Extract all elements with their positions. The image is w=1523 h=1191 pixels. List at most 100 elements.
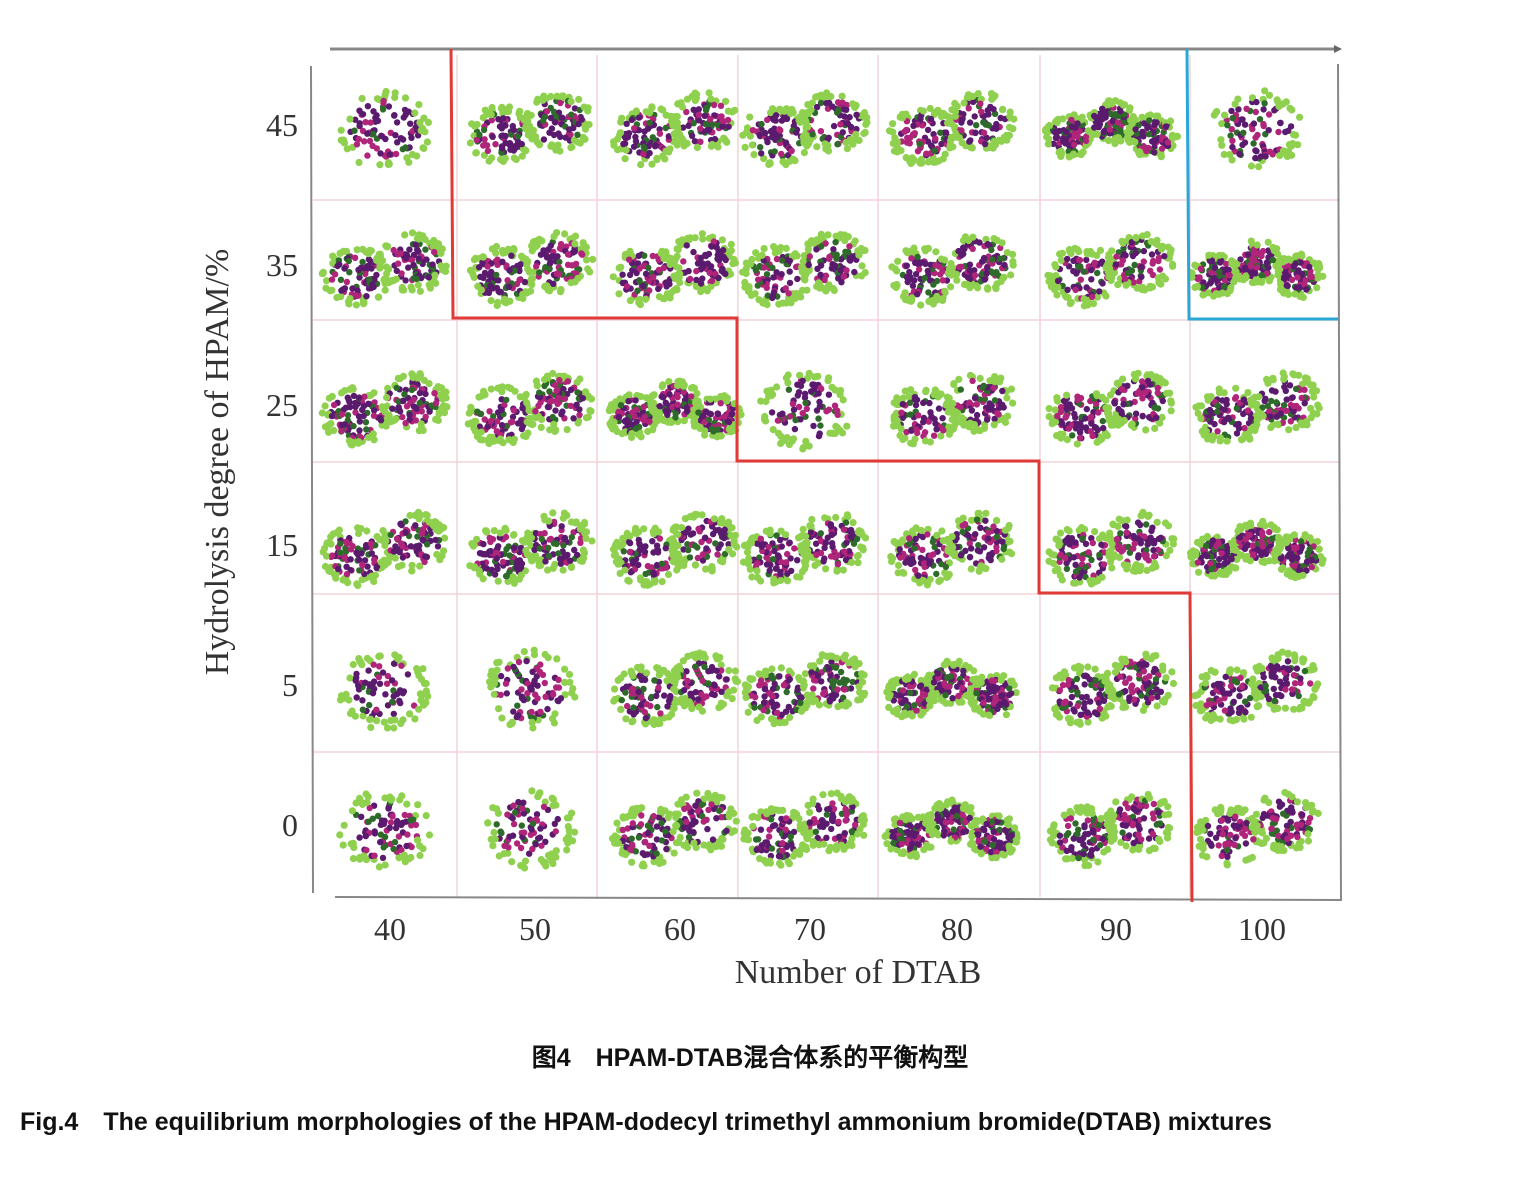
molecule-bead (1093, 251, 1101, 260)
molecule-bead (980, 119, 987, 126)
molecule-bead (1106, 126, 1114, 133)
molecule-bead (773, 269, 780, 276)
molecule-bead (506, 267, 513, 274)
molecule-bead (1120, 416, 1128, 425)
molecule-bead (830, 122, 838, 130)
molecule-bead (1051, 261, 1059, 269)
molecule-bead (556, 288, 565, 296)
molecule-bead (424, 118, 432, 126)
molecule-bead (337, 540, 344, 547)
molecule-bead (571, 105, 579, 112)
molecule-bead (499, 132, 507, 139)
molecule-bead (338, 411, 346, 418)
molecule-bead (1244, 251, 1252, 258)
molecule-bead (401, 94, 410, 102)
molecule-bead (829, 285, 837, 293)
molecule-bead (935, 405, 943, 412)
molecule-bead (350, 422, 357, 430)
molecule-bead (1265, 111, 1273, 118)
molecule-bead (634, 287, 641, 294)
molecule-bead (697, 138, 704, 145)
molecule-bead (492, 141, 499, 148)
molecule-bead (499, 439, 507, 447)
molecule-bead (1215, 385, 1223, 393)
molecule-bead (1059, 420, 1066, 427)
molecule-bead (1247, 400, 1256, 408)
molecule-bead (1072, 286, 1079, 294)
molecule-bead (1005, 131, 1014, 139)
molecule-bead (375, 293, 383, 301)
molecule-bead (516, 276, 523, 284)
molecule-bead (540, 376, 549, 384)
molecule-bead (793, 129, 800, 136)
molecule-bead (487, 417, 495, 425)
molecule-bead (985, 111, 992, 118)
molecule-bead (432, 279, 440, 287)
molecule-bead (342, 538, 350, 545)
molecule-bead (831, 402, 839, 409)
molecule-bead (329, 552, 336, 559)
molecule-bead (506, 140, 514, 147)
molecule-bead (1103, 432, 1111, 440)
molecule-bead (479, 253, 487, 261)
molecule-bead (763, 284, 770, 291)
molecule-bead (890, 147, 899, 155)
molecule-bead (1248, 269, 1255, 277)
molecule-bead (401, 231, 409, 239)
molecule-bead (1080, 302, 1088, 310)
molecule-bead (1147, 371, 1155, 379)
molecule-bead (1114, 119, 1122, 126)
molecule-bead (396, 549, 403, 556)
molecule-bead (510, 407, 517, 414)
molecule-bead (829, 429, 837, 437)
molecule-bead (774, 134, 781, 141)
molecule-bead (1277, 119, 1284, 127)
molecule-bead (1247, 237, 1255, 245)
molecule-bead (924, 267, 931, 275)
aggregate-cell (318, 229, 450, 309)
molecule-bead (947, 120, 955, 128)
molecule-bead (997, 114, 1004, 122)
molecule-bead (984, 264, 991, 271)
molecule-bead (773, 255, 781, 263)
molecule-bead (843, 267, 850, 274)
molecule-bead (987, 103, 994, 111)
molecule-bead (1162, 123, 1170, 130)
molecule-bead (784, 371, 792, 379)
molecule-bead (849, 100, 857, 108)
molecule-bead (527, 275, 535, 283)
molecule-bead (415, 101, 423, 109)
molecule-bead (487, 282, 494, 290)
molecule-bead (370, 412, 378, 419)
molecule-bead (556, 258, 563, 266)
molecule-bead (473, 136, 480, 144)
molecule-bead (937, 111, 945, 119)
molecule-bead (403, 403, 411, 410)
molecule-bead (657, 105, 665, 113)
molecule-bead (1235, 425, 1243, 432)
molecule-bead (909, 282, 917, 289)
molecule-bead (527, 287, 535, 295)
molecule-bead (575, 120, 582, 128)
molecule-bead (345, 257, 352, 265)
molecule-bead (1221, 111, 1229, 119)
molecule-bead (646, 277, 653, 285)
molecule-bead (769, 390, 777, 399)
molecule-bead (724, 107, 733, 115)
molecule-bead (635, 114, 643, 121)
molecule-bead (329, 252, 337, 260)
molecule-bead (1099, 280, 1106, 287)
molecule-bead (343, 145, 351, 153)
molecule-bead (1161, 275, 1170, 283)
molecule-bead (495, 288, 502, 295)
molecule-bead (914, 148, 922, 155)
molecule-bead (346, 269, 353, 276)
molecule-bead (521, 114, 529, 122)
molecule-bead (525, 268, 534, 276)
molecule-bead (574, 131, 581, 138)
molecule-bead (367, 247, 375, 255)
molecule-bead (1154, 389, 1161, 397)
molecule-bead (966, 119, 974, 126)
molecule-bead (1077, 276, 1085, 283)
molecule-bead (707, 142, 716, 150)
